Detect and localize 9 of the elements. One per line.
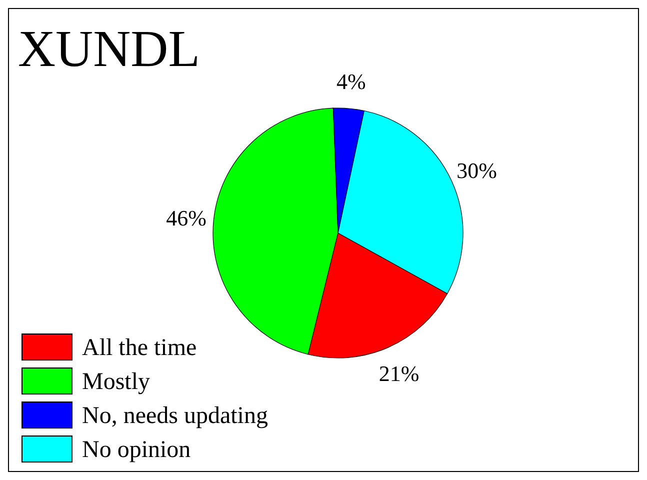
data-label: 30% [456,158,497,183]
data-label: 4% [336,69,366,94]
data-label: 21% [378,360,420,386]
legend-label: No opinion [82,437,191,463]
legend-label: All the time [82,335,197,361]
legend-label: Mostly [82,369,150,395]
data-label: 46% [166,206,206,231]
chart-title: XUNDL [18,21,200,78]
legend-label: No, needs updating [82,403,268,429]
